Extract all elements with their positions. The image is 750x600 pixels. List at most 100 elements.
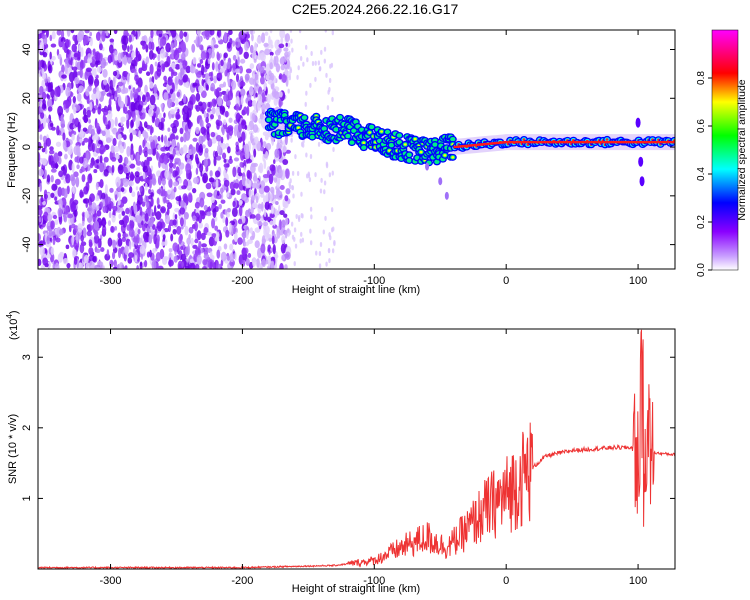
noise-blob [238, 172, 243, 177]
noise-blob [220, 211, 224, 219]
noise-blob [194, 201, 200, 209]
x-tick-label: 100 [629, 575, 647, 587]
noise-blob [229, 38, 233, 45]
noise-blob [193, 253, 197, 262]
noise-blob [51, 31, 56, 40]
noise-blob [201, 90, 207, 99]
noise-blob [266, 93, 271, 104]
noise-blob [82, 107, 87, 117]
noise-blob [153, 205, 157, 217]
noise-blob [105, 196, 112, 205]
noise-blob [72, 186, 75, 195]
noise-blob [108, 44, 114, 54]
noise-blob [226, 255, 231, 261]
noise-blob [253, 148, 257, 158]
noise-blob [79, 59, 84, 71]
noise-blob [228, 158, 233, 164]
noise-blob [107, 120, 111, 130]
noise-blob [60, 118, 65, 129]
noise-blob [55, 162, 58, 170]
faint-blob [290, 221, 294, 227]
noise-blob [245, 258, 250, 266]
colorbar-tick-label: 0.2 [696, 215, 707, 229]
noise-blob [62, 139, 67, 151]
noise-blob [272, 224, 278, 229]
noise-blob [59, 251, 65, 259]
noise-blob [93, 234, 100, 244]
noise-blob [129, 44, 133, 51]
noise-blob [142, 139, 145, 149]
noise-blob [112, 205, 118, 212]
noise-blob [54, 86, 61, 97]
noise-blob [124, 265, 128, 269]
snr-scale-suffix: ) [8, 310, 20, 314]
noise-blob [132, 247, 136, 255]
noise-blob [203, 253, 210, 260]
noise-blob [144, 177, 150, 183]
noise-blob [196, 230, 201, 240]
noise-blob [124, 106, 128, 115]
noise-blob [260, 76, 265, 85]
noise-blob [147, 148, 154, 155]
noise-blob [272, 244, 276, 255]
noise-blob [96, 210, 102, 217]
noise-blob [95, 182, 99, 191]
noise-blob [151, 212, 155, 217]
noise-blob [221, 152, 227, 160]
noise-blob [246, 94, 252, 101]
noise-blob [190, 237, 194, 247]
noise-blob [173, 186, 177, 193]
noise-blob [136, 152, 140, 163]
noise-blob [267, 258, 272, 264]
noise-blob [223, 163, 229, 168]
noise-blob [111, 214, 116, 223]
noise-blob [130, 119, 134, 129]
noise-blob [89, 162, 94, 169]
noise-blob [112, 137, 117, 147]
noise-blob [263, 185, 270, 193]
faint-blob [306, 57, 309, 63]
noise-blob [256, 36, 263, 44]
noise-blob [56, 125, 60, 136]
noise-blob [96, 164, 100, 170]
noise-blob [56, 30, 62, 36]
noise-blob [160, 206, 166, 214]
noise-blob [173, 49, 180, 61]
noise-blob [175, 97, 179, 106]
noise-blob [103, 156, 109, 163]
noise-blob [225, 229, 230, 238]
noise-blob [130, 154, 134, 161]
noise-blob [211, 137, 217, 144]
noise-blob [129, 171, 134, 183]
noise-blob [183, 31, 188, 37]
noise-blob [240, 150, 245, 161]
noise-blob [168, 67, 173, 72]
faint-blob [323, 189, 326, 195]
noise-blob [144, 84, 148, 94]
noise-blob [203, 110, 207, 119]
noise-blob [142, 172, 146, 180]
noise-blob [216, 51, 220, 60]
faint-blob [291, 234, 295, 240]
noise-blob [112, 77, 116, 88]
faint-blob [309, 228, 312, 234]
signal-blob-core [419, 150, 423, 154]
noise-blob [265, 73, 270, 81]
noise-blob [150, 30, 154, 39]
noise-blob [156, 234, 160, 244]
noise-blob [157, 265, 164, 269]
noise-blob [116, 181, 119, 188]
noise-blob [262, 141, 267, 147]
noise-blob [168, 252, 172, 259]
noise-blob [60, 30, 65, 40]
noise-blob [264, 201, 270, 211]
noise-blob [149, 94, 156, 106]
noise-blob [64, 153, 68, 160]
noise-blob [64, 205, 69, 215]
noise-blob [209, 170, 213, 177]
noise-blob [50, 43, 57, 48]
noise-blob [78, 79, 84, 85]
faint-blob [325, 163, 329, 169]
signal-blob-core [605, 138, 609, 141]
